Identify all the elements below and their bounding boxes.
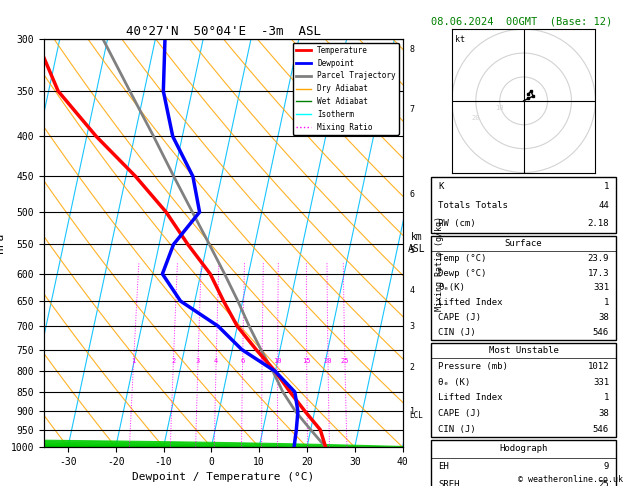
Text: 38: 38: [598, 313, 609, 322]
Text: 44: 44: [598, 201, 609, 210]
Text: 546: 546: [593, 425, 609, 434]
Text: 20: 20: [471, 115, 479, 121]
Text: 9: 9: [604, 462, 609, 471]
Text: 1: 1: [409, 407, 415, 416]
Text: 17.3: 17.3: [587, 269, 609, 278]
Text: 1: 1: [604, 298, 609, 307]
Text: Mixing Ratio (g/kg): Mixing Ratio (g/kg): [435, 216, 444, 311]
Text: 10: 10: [495, 105, 503, 111]
Text: 08.06.2024  00GMT  (Base: 12): 08.06.2024 00GMT (Base: 12): [431, 17, 612, 27]
Text: 25: 25: [598, 480, 609, 486]
Text: CAPE (J): CAPE (J): [438, 409, 481, 418]
Text: 4: 4: [409, 286, 415, 295]
Legend: Temperature, Dewpoint, Parcel Trajectory, Dry Adiabat, Wet Adiabat, Isotherm, Mi: Temperature, Dewpoint, Parcel Trajectory…: [292, 43, 399, 135]
Text: 10: 10: [274, 358, 282, 364]
Text: 23.9: 23.9: [587, 254, 609, 262]
Y-axis label: hPa: hPa: [0, 233, 5, 253]
Text: 331: 331: [593, 283, 609, 293]
Text: 331: 331: [593, 378, 609, 387]
Text: LCL: LCL: [409, 411, 423, 419]
Text: 25: 25: [341, 358, 349, 364]
Text: 2.18: 2.18: [587, 220, 609, 228]
Text: CAPE (J): CAPE (J): [438, 313, 481, 322]
Text: 6: 6: [409, 190, 415, 199]
Text: Pressure (mb): Pressure (mb): [438, 362, 508, 371]
Text: Lifted Index: Lifted Index: [438, 393, 503, 402]
Text: 1: 1: [131, 358, 135, 364]
Text: PW (cm): PW (cm): [438, 220, 476, 228]
Text: 15: 15: [303, 358, 311, 364]
Text: θₑ(K): θₑ(K): [438, 283, 465, 293]
Text: Most Unstable: Most Unstable: [489, 346, 559, 355]
Text: 3: 3: [409, 322, 415, 330]
Text: 1: 1: [604, 393, 609, 402]
Text: 8: 8: [409, 46, 415, 54]
Text: 38: 38: [598, 409, 609, 418]
Text: Lifted Index: Lifted Index: [438, 298, 503, 307]
Text: kt: kt: [455, 35, 465, 44]
Text: K: K: [438, 182, 443, 191]
Text: Temp (°C): Temp (°C): [438, 254, 487, 262]
Text: Totals Totals: Totals Totals: [438, 201, 508, 210]
Text: 2: 2: [409, 363, 415, 372]
Text: 6: 6: [240, 358, 245, 364]
Text: 5: 5: [409, 246, 415, 255]
Text: 2: 2: [171, 358, 175, 364]
Text: Hodograph: Hodograph: [499, 444, 548, 453]
Text: Surface: Surface: [505, 239, 542, 248]
Text: 1: 1: [604, 182, 609, 191]
Text: © weatheronline.co.uk: © weatheronline.co.uk: [518, 474, 623, 484]
Text: 546: 546: [593, 328, 609, 337]
Text: 20: 20: [324, 358, 332, 364]
Text: SREH: SREH: [438, 480, 460, 486]
Text: 3: 3: [196, 358, 200, 364]
Title: 40°27'N  50°04'E  -3m  ASL: 40°27'N 50°04'E -3m ASL: [126, 25, 321, 38]
Text: 8: 8: [260, 358, 264, 364]
Text: 1012: 1012: [587, 362, 609, 371]
Text: Dewp (°C): Dewp (°C): [438, 269, 487, 278]
Text: EH: EH: [438, 462, 449, 471]
Text: CIN (J): CIN (J): [438, 328, 476, 337]
Text: CIN (J): CIN (J): [438, 425, 476, 434]
Y-axis label: km
ASL: km ASL: [408, 232, 425, 254]
Text: 7: 7: [409, 105, 415, 115]
Text: 4: 4: [214, 358, 218, 364]
Text: θₑ (K): θₑ (K): [438, 378, 470, 387]
X-axis label: Dewpoint / Temperature (°C): Dewpoint / Temperature (°C): [132, 472, 314, 483]
